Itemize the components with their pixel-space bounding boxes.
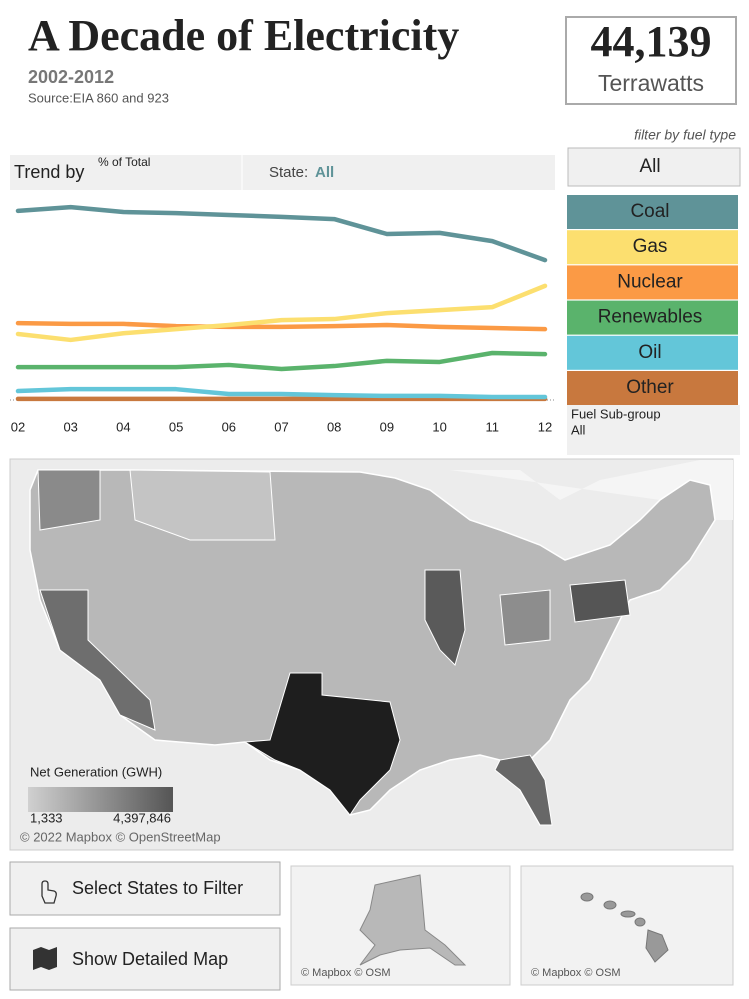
x-tick-label: 06 — [222, 419, 236, 434]
kpi-unit: Terrawatts — [598, 70, 704, 96]
hawaii-inset[interactable] — [520, 865, 734, 986]
x-tick-label: 05 — [169, 419, 183, 434]
x-tick-label: 12 — [538, 419, 552, 434]
legend-gradient — [28, 787, 173, 812]
state[interactable] — [129, 469, 276, 541]
state-label: State: — [269, 164, 308, 181]
legend-title: Net Generation (GWH) — [30, 764, 162, 779]
source: Source:EIA 860 and 923 — [28, 90, 169, 105]
subgroup-value[interactable]: All — [571, 422, 586, 437]
x-tick-label: 08 — [327, 419, 341, 434]
fuel-dropdown[interactable] — [567, 147, 741, 187]
state[interactable] — [37, 469, 101, 531]
subgroup-label: Fuel Sub-group — [571, 406, 661, 421]
hawaii[interactable] — [580, 892, 669, 963]
fuel-label[interactable]: Renewables — [598, 307, 703, 328]
x-tick-label: 11 — [486, 419, 500, 434]
trend-header — [10, 155, 555, 190]
fuel-button[interactable] — [567, 265, 738, 300]
fuel-button[interactable] — [567, 195, 738, 229]
map-button[interactable] — [9, 927, 281, 991]
filter-button[interactable] — [9, 861, 281, 916]
fuel-button[interactable] — [567, 300, 738, 335]
fuel-label[interactable]: Nuclear — [617, 271, 683, 292]
state-value[interactable]: All — [315, 164, 334, 181]
subgroup-box[interactable] — [567, 405, 740, 455]
filter-label: filter by fuel type — [634, 127, 736, 143]
series-line — [15, 386, 548, 400]
fuel-label[interactable]: Oil — [638, 342, 661, 363]
measure[interactable]: % of Total — [98, 155, 150, 169]
button-label[interactable]: Select States to Filter — [72, 878, 243, 898]
x-tick-label: 07 — [274, 419, 288, 434]
legend-max: 4,397,846 — [113, 810, 171, 825]
state[interactable] — [569, 579, 631, 623]
legend-min: 1,333 — [30, 810, 63, 825]
state[interactable] — [499, 589, 551, 646]
hand-icon — [41, 880, 57, 904]
x-tick-label: 10 — [432, 419, 446, 434]
fuel-button[interactable] — [567, 230, 738, 265]
fuel-button[interactable] — [567, 335, 738, 370]
fuel-button[interactable] — [567, 371, 738, 405]
kpi-value: 44,139 — [591, 17, 712, 66]
fuel-label[interactable]: Other — [626, 377, 674, 398]
x-tick-label: 04 — [116, 419, 130, 434]
map-icon — [33, 947, 57, 970]
button-label[interactable]: Show Detailed Map — [72, 949, 228, 969]
inset-attribution: © Mapbox © OSM — [531, 967, 621, 979]
fuel-selected[interactable]: All — [639, 156, 660, 177]
state[interactable] — [39, 589, 156, 731]
x-tick-label: 02 — [11, 419, 25, 434]
state[interactable] — [424, 569, 466, 666]
subtitle: 2002-2012 — [28, 67, 114, 87]
inset-attribution: © Mapbox © OSM — [301, 967, 391, 979]
fuel-label[interactable]: Gas — [633, 236, 668, 257]
series-line — [15, 350, 548, 372]
kpi-box — [565, 16, 737, 105]
land — [450, 460, 733, 520]
series-line — [15, 320, 548, 332]
attribution: © 2022 Mapbox © OpenStreetMap — [20, 829, 221, 844]
trend-label: Trend by — [14, 162, 84, 182]
x-tick-label: 09 — [380, 419, 394, 434]
title: A Decade of Electricity — [28, 11, 459, 60]
state[interactable] — [243, 672, 401, 816]
alaska[interactable] — [359, 874, 467, 966]
fuel-label[interactable]: Coal — [630, 201, 669, 222]
series-line — [15, 204, 548, 263]
series-line — [15, 283, 548, 343]
x-tick-label: 03 — [63, 419, 77, 434]
state[interactable] — [494, 754, 553, 826]
